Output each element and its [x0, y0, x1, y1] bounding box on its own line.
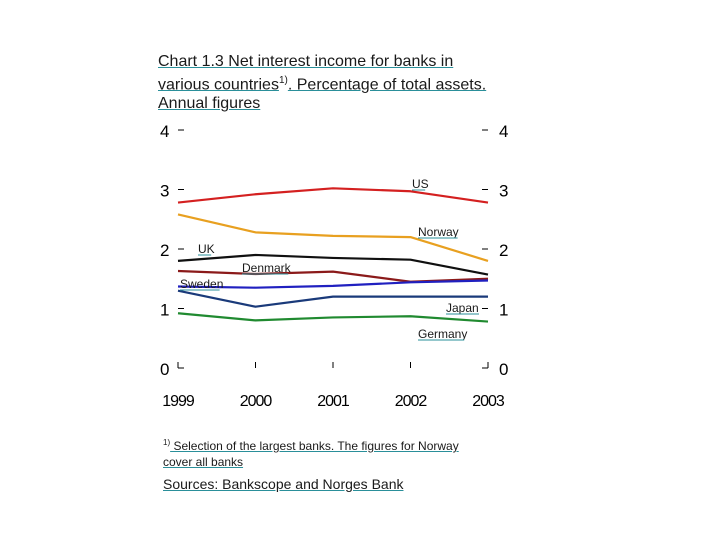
series-label-uk: UK: [198, 242, 215, 256]
x-tick-label: 2000: [240, 393, 273, 410]
y-tick-label-right: 0: [499, 360, 508, 379]
y-tick-label-right: 4: [499, 122, 508, 141]
chart-title-part1: Chart 1.3 Net interest income for banks …: [158, 53, 454, 94]
chart-title-footnote-ref: 1): [278, 75, 288, 86]
x-tick-label: 1999: [162, 393, 195, 410]
y-tick-label-left: 0: [160, 360, 169, 379]
x-tick-label: 2002: [395, 393, 428, 410]
chart-title-part2: . Percentage of total assets. Annual fig…: [158, 76, 487, 113]
series-line-uk: [177, 253, 489, 276]
series-line-norway: [177, 213, 489, 262]
chart-title: Chart 1.3 Net interest income for banks …: [158, 52, 503, 113]
series-label-norway: Norway: [418, 225, 459, 239]
x-tick-label: 2003: [472, 393, 505, 410]
footnote-text: Selection of the largest banks. The figu…: [163, 439, 459, 469]
y-tick-label-left: 1: [160, 301, 169, 320]
footnote-ref: 1): [163, 438, 171, 447]
series-label-denmark: Denmark: [242, 261, 292, 275]
footnote: 1) Selection of the largest banks. The f…: [163, 435, 473, 470]
series-line-denmark: [177, 269, 489, 283]
y-tick-label-left: 2: [160, 241, 169, 260]
series-line-germany: [177, 312, 489, 323]
series-line-japan: [177, 289, 488, 308]
series-label-sweden: Sweden: [180, 277, 223, 291]
y-tick-label-left: 3: [160, 182, 169, 201]
y-tick-label-left: 4: [160, 122, 169, 141]
series-line-sweden: [177, 279, 489, 289]
y-tick-label-right: 2: [499, 241, 508, 260]
series-label-us: US: [412, 177, 429, 191]
series-label-germany: Germany: [418, 327, 467, 341]
x-tick-label: 2001: [317, 393, 350, 410]
series-line-us: [177, 187, 489, 204]
series-label-japan: Japan: [446, 301, 479, 315]
sources-note: Sources: Bankscope and Norges Bank: [163, 476, 404, 492]
y-tick-label-right: 1: [499, 301, 508, 320]
y-tick-label-right: 3: [499, 182, 508, 201]
